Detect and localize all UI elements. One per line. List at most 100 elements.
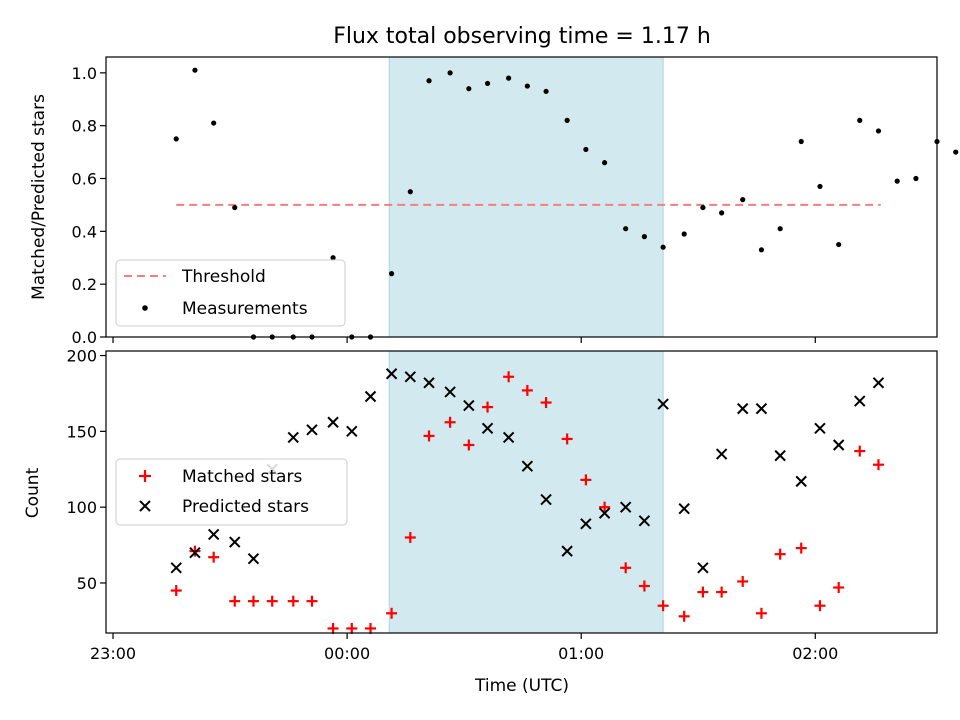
predicted-star-point bbox=[657, 398, 669, 410]
matched-star-point bbox=[229, 595, 241, 607]
predicted-star-point bbox=[540, 493, 552, 506]
chart-title: Flux total observing time = 1.17 h bbox=[333, 24, 711, 49]
measurement-point bbox=[798, 138, 804, 145]
matched-star-point bbox=[521, 384, 533, 396]
matched-star-point bbox=[638, 580, 650, 592]
measurement-point bbox=[466, 86, 472, 92]
matched-star-point bbox=[657, 600, 669, 612]
y-tick-label: 0.6 bbox=[72, 170, 97, 189]
predicted-star-point bbox=[580, 518, 592, 530]
measurement-point bbox=[506, 75, 512, 81]
top-legend: Threshold Measurements bbox=[115, 259, 346, 327]
measurement-point bbox=[211, 120, 217, 126]
y-tick-label: 50 bbox=[77, 574, 97, 593]
matched-star-point bbox=[561, 433, 573, 445]
measurement-point bbox=[641, 234, 647, 240]
legend-threshold-label: Threshold bbox=[181, 267, 266, 287]
predicted-star-point bbox=[247, 553, 260, 565]
measurement-point bbox=[894, 178, 900, 184]
top-axes-frame bbox=[105, 56, 938, 338]
predicted-star-point bbox=[619, 501, 632, 513]
legend-measurements-swatch bbox=[142, 305, 148, 311]
predicted-star-point bbox=[306, 424, 318, 436]
top-x-ticks bbox=[112, 337, 816, 343]
matched-star-point bbox=[386, 607, 398, 619]
top-legend-box bbox=[115, 259, 346, 327]
measurement-point bbox=[426, 78, 432, 84]
matched-star-point bbox=[444, 416, 456, 428]
y-tick-label: 0.0 bbox=[72, 328, 97, 347]
matched-star-point bbox=[872, 459, 884, 471]
predicted-star-point bbox=[795, 475, 807, 488]
matched-star-point bbox=[833, 582, 845, 594]
bottom-y-ticks: 50 100 150 200 bbox=[66, 347, 106, 593]
measurement-point bbox=[836, 241, 842, 248]
x-axis-label: Time (UTC) bbox=[474, 676, 569, 696]
matched-star-point bbox=[463, 439, 475, 451]
bottom-highlight-span bbox=[388, 350, 664, 634]
top-highlight-span bbox=[388, 56, 664, 338]
predicted-star-point bbox=[638, 515, 651, 527]
matched-star-point bbox=[678, 610, 690, 622]
measurement-point bbox=[407, 189, 413, 195]
bottom-axes-frame bbox=[105, 350, 938, 634]
x-tick-label: 02:00 bbox=[792, 644, 838, 663]
matched-star-point bbox=[540, 397, 552, 409]
predicted-star-point bbox=[697, 562, 709, 574]
legend-predicted-swatch bbox=[139, 500, 151, 512]
y-tick-label: 0.8 bbox=[72, 117, 97, 136]
predicted-star-point bbox=[404, 371, 417, 383]
matched-star-point bbox=[697, 586, 709, 598]
matched-star-point bbox=[170, 585, 182, 597]
y-tick-label: 1.0 bbox=[72, 64, 97, 83]
measurement-point bbox=[232, 204, 238, 211]
x-tick-label: 00:00 bbox=[324, 644, 370, 663]
predicted-star-point bbox=[715, 448, 728, 460]
predicted-star-point bbox=[832, 439, 845, 451]
matched-star-point bbox=[247, 595, 259, 607]
matched-star-point bbox=[620, 562, 632, 574]
measurement-point bbox=[388, 271, 395, 277]
measurement-point bbox=[758, 247, 765, 253]
predicted-star-point bbox=[502, 431, 515, 444]
predicted-star-point bbox=[423, 377, 435, 389]
measurement-point bbox=[623, 226, 629, 232]
x-tick-label: 23:00 bbox=[90, 644, 136, 663]
matched-star-point bbox=[755, 607, 767, 619]
measurement-point bbox=[875, 128, 882, 134]
matched-star-point bbox=[266, 595, 278, 607]
legend-measurements-label: Measurements bbox=[182, 299, 308, 319]
measurement-points bbox=[173, 67, 959, 340]
predicted-star-point bbox=[598, 507, 611, 519]
predicted-star-point bbox=[521, 460, 534, 472]
bottom-legend: Matched stars Predicted stars bbox=[115, 458, 348, 526]
measurement-point bbox=[192, 67, 198, 73]
measurement-point bbox=[583, 146, 589, 153]
measurement-point bbox=[681, 231, 687, 237]
predicted-star-point bbox=[385, 368, 398, 380]
measurement-point bbox=[817, 183, 823, 190]
top-y-ticks: 0.0 0.2 0.4 0.6 0.8 1.0 bbox=[72, 64, 106, 347]
measurement-point bbox=[447, 70, 453, 76]
matched-star-point bbox=[599, 501, 611, 513]
legend-predicted-label: Predicted stars bbox=[182, 497, 309, 517]
legend-matched-swatch bbox=[139, 470, 151, 482]
legend-matched-label: Matched stars bbox=[182, 467, 302, 487]
matched-star-point bbox=[503, 371, 515, 383]
matched-star-point bbox=[716, 586, 728, 598]
predicted-star-point bbox=[737, 402, 749, 415]
predicted-star-point bbox=[229, 536, 241, 548]
predicted-star-point bbox=[207, 528, 220, 541]
highlight-span-rect bbox=[388, 56, 664, 338]
matched-star-point bbox=[346, 622, 358, 634]
matched-star-point bbox=[423, 430, 435, 442]
measurement-point bbox=[484, 80, 491, 87]
measurement-point bbox=[740, 197, 746, 203]
matched-star-point bbox=[854, 445, 866, 457]
top-panel: 0.0 0.2 0.4 0.6 0.8 1.0 Matched/Predicted sta… bbox=[29, 56, 959, 347]
measurement-point bbox=[857, 117, 863, 123]
predicted-star-point bbox=[872, 377, 885, 389]
measurement-point bbox=[660, 244, 666, 250]
